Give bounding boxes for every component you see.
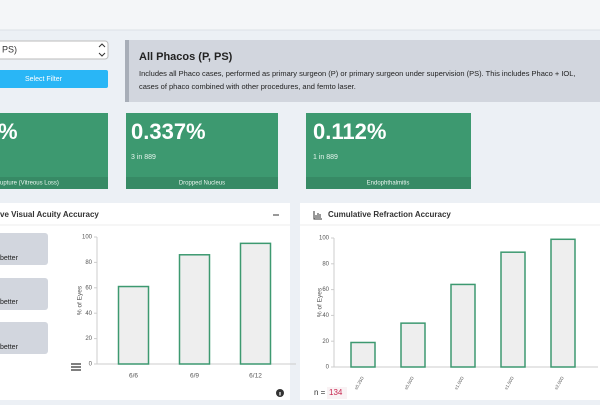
info-text: cases of phaco combined with other proce… [139,82,356,91]
stat-box [306,113,471,189]
panel-title: Cumulative Refraction Accuracy [328,210,451,219]
bar [450,283,476,368]
stat-label: upture (Vitreous Loss) [0,181,59,187]
x-tick-label: 6/12 [249,373,262,380]
n-label: n = [314,388,326,397]
n-value: 134 [329,388,343,397]
info-title: All Phacos (P, PS) [139,51,233,63]
select-arrows [98,43,106,57]
filter-select-text: PS) [2,44,17,54]
info-callout [125,40,600,102]
info-text: Includes all Phaco cases, performed as p… [139,69,576,78]
y-tick-label: 100 [82,235,93,241]
stat-sub: 3 in 889 [131,154,156,161]
bar [350,341,376,368]
x-tick-label: 6/9 [190,373,199,380]
x-tick-label: ±1.00D [453,375,465,391]
panel-title: ve Visual Acuity Accuracy [0,210,99,219]
stat-value: 0.112% [313,119,386,144]
bar [550,238,576,368]
option-button[interactable] [0,322,48,354]
y-axis-label: % of Eyes [77,285,84,315]
y-axis-label: % of Eyes [317,287,324,317]
y-tick-label: 60 [322,287,329,293]
select-filter-button[interactable] [0,70,108,88]
stat-footer [0,177,108,189]
y-tick-label: 40 [85,311,92,317]
x-tick-label: 6/6 [129,373,138,380]
y-tick-label: 20 [85,336,92,342]
stat-box [0,113,108,189]
filter-select[interactable] [0,40,109,60]
y-tick-label: 80 [85,260,92,266]
stat-footer [306,177,471,189]
y-tick-label: 60 [85,285,92,291]
x-tick-label: ±0.50D [403,375,415,391]
stat-box [126,113,278,189]
x-tick-label: ±2.00D [553,375,565,391]
bar [117,285,150,365]
bar [400,322,426,368]
bar [500,251,526,368]
stat-value: % [0,119,18,144]
option-label: better [0,344,19,351]
y-tick-label: 20 [322,339,329,345]
info-callout-border [125,40,129,102]
bar [239,242,272,365]
stat-footer [126,177,278,189]
stat-label: Endophthalmitis [367,181,410,187]
info-icon-glyph [279,392,281,396]
stat-label: Dropped Nucleus [179,181,225,187]
y-tick-label: 80 [322,261,329,267]
y-tick-label: 0 [326,365,330,371]
y-tick-label: 0 [89,362,93,368]
option-button[interactable] [0,233,48,265]
stat-sub: 1 in 889 [313,154,338,161]
panel [300,203,600,403]
x-tick-label: ±1.50D [503,375,515,391]
top-bar [0,0,600,30]
menu-icon [71,363,81,371]
stat-value: 0.337% [131,119,206,144]
option-label: better [0,299,19,306]
y-tick-label: 100 [319,236,330,242]
option-label: better [0,255,19,262]
chart-icon [313,211,322,220]
select-filter-label: Select Filter [25,76,63,83]
n-code [327,387,347,399]
bar [178,254,211,365]
option-button[interactable] [0,278,48,310]
x-tick-label: ±0.25D [353,375,365,391]
y-tick-label: 40 [322,313,329,319]
charts: 0 20 40 60 80 100 % of Eyes 6/6 6/9 6/12 0 20 40 60 80… [71,235,598,391]
